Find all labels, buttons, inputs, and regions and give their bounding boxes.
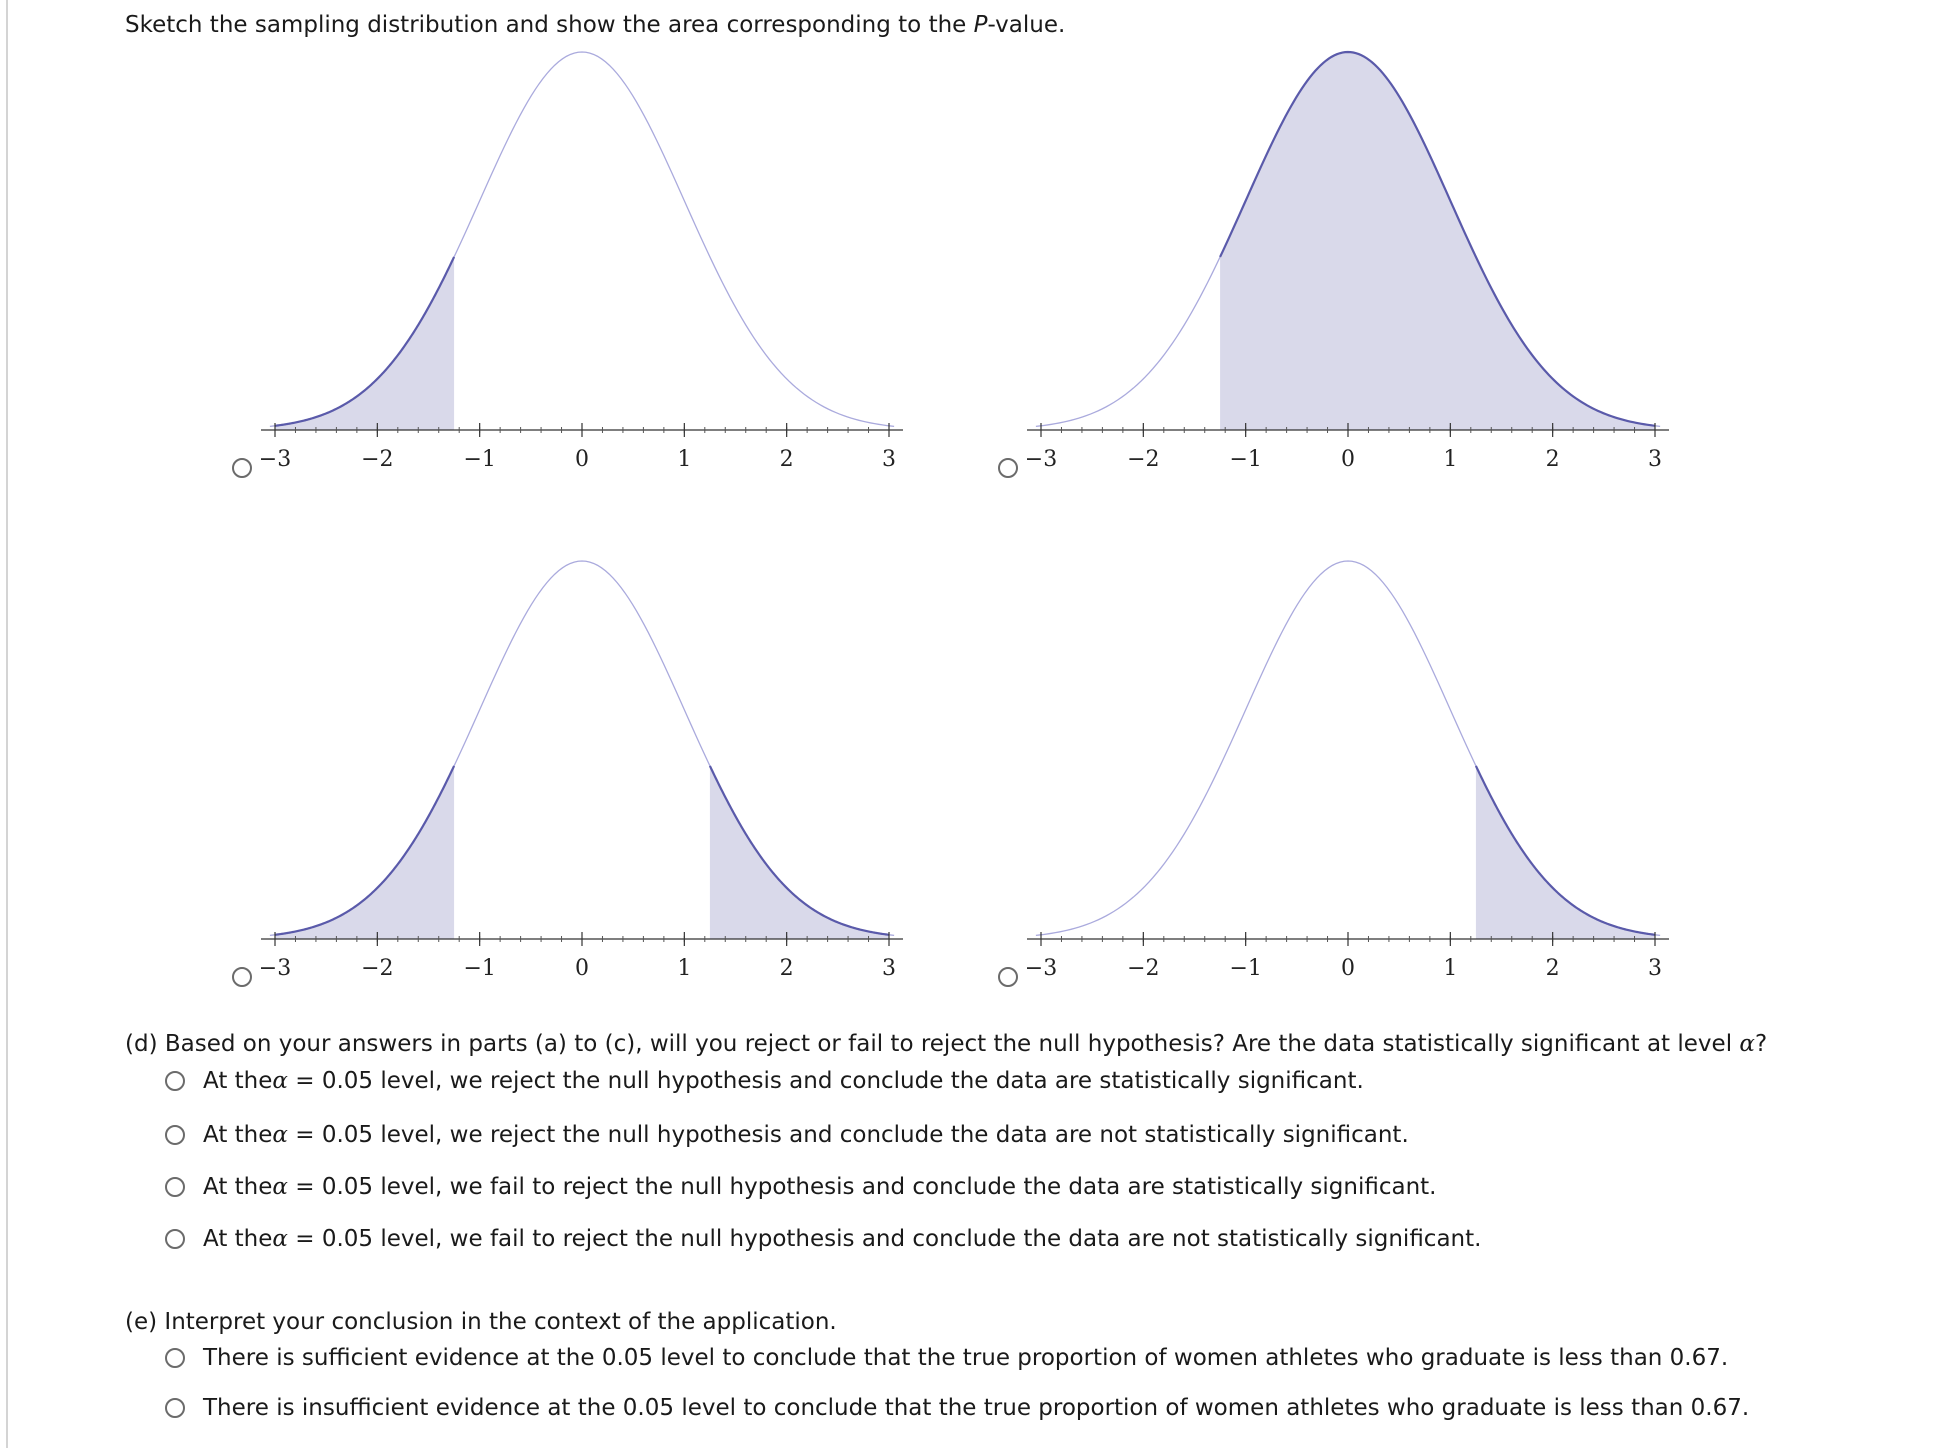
part-d-radio-4[interactable] [165, 1229, 185, 1249]
prompt-p: P [973, 12, 988, 38]
x-tick-label: 3 [1648, 956, 1662, 981]
x-tick-label: 1 [677, 447, 691, 472]
normal-curve-chart-1: −3 −2 −1 0 1 2 3 [259, 51, 903, 472]
option-text: At the [203, 1226, 273, 1252]
x-tick-label: −3 [1025, 956, 1057, 981]
choice-plot-2: −3 −2 −1 0 1 2 3 [998, 40, 1718, 530]
part-d-radio-2[interactable] [165, 1125, 185, 1145]
x-tick-label: −2 [1127, 956, 1159, 981]
choice-plot-3: −3 −2 −1 0 1 2 3 [232, 549, 952, 1039]
option-text: At the [203, 1068, 273, 1094]
part-e-option-2[interactable]: There is insufficient evidence at the 0.… [165, 1395, 1749, 1421]
part-d-alpha: α [1739, 1031, 1755, 1057]
x-tick-label: 2 [1546, 956, 1560, 981]
x-tick-label: 3 [882, 447, 896, 472]
left-border [6, 0, 8, 1448]
option-text: = 0.05 level, we reject the null hypothe… [287, 1068, 1364, 1094]
shaded-region-1 [1475, 765, 1655, 939]
x-tick-label: −3 [259, 447, 291, 472]
prompt-text: Sketch the sampling distribution and sho… [125, 12, 1065, 38]
x-tick-label: 1 [1443, 447, 1457, 472]
option-alpha: α [272, 1174, 288, 1200]
part-d-option-1[interactable]: At the α = 0.05 level, we reject the nul… [165, 1068, 1364, 1094]
shaded-region-1 [275, 765, 455, 939]
x-tick-label: 3 [1648, 447, 1662, 472]
shaded-curve-edge-2 [708, 765, 890, 936]
shaded-curve-edge-1 [1219, 50, 1656, 427]
part-d-option-4[interactable]: At the α = 0.05 level, we fail to reject… [165, 1226, 1481, 1252]
x-tick-label: −2 [1127, 447, 1159, 472]
part-d-option-3[interactable]: At the α = 0.05 level, we fail to reject… [165, 1174, 1436, 1200]
x-tick-label: 1 [677, 956, 691, 981]
density-curve [269, 51, 895, 428]
option-text: = 0.05 level, we fail to reject the null… [287, 1174, 1437, 1200]
part-d-radio-1[interactable] [165, 1071, 185, 1091]
choice-plot-1: −3 −2 −1 0 1 2 3 [232, 40, 952, 530]
x-tick-label: 1 [1443, 956, 1457, 981]
part-e-option-1[interactable]: There is sufficient evidence at the 0.05… [165, 1345, 1728, 1371]
part-d-radio-3[interactable] [165, 1177, 185, 1197]
x-tick-label: 2 [780, 447, 794, 472]
x-tick-label: −1 [463, 447, 495, 472]
option-text: At the [203, 1122, 273, 1148]
option-text: There is insufficient evidence at the 0.… [203, 1395, 1750, 1421]
normal-curve-chart-2: −3 −2 −1 0 1 2 3 [1025, 50, 1669, 472]
part-d-question-text: (d) Based on your answers in parts (a) t… [125, 1031, 1740, 1057]
option-alpha: α [272, 1122, 288, 1148]
choice-plot-4: −3 −2 −1 0 1 2 3 [998, 549, 1718, 1039]
x-tick-label: −1 [463, 956, 495, 981]
x-tick-label: 2 [780, 956, 794, 981]
x-tick-label: 2 [1546, 447, 1560, 472]
shaded-curve-edge-1 [274, 256, 456, 427]
x-tick-label: −1 [1229, 447, 1261, 472]
shaded-region-1 [1220, 52, 1655, 430]
option-text: = 0.05 level, we fail to reject the null… [287, 1226, 1482, 1252]
normal-curve-chart-3: −3 −2 −1 0 1 2 3 [259, 560, 903, 981]
part-d-option-2[interactable]: At the α = 0.05 level, we reject the nul… [165, 1122, 1409, 1148]
part-e-radio-1[interactable] [165, 1348, 185, 1368]
x-tick-label: −3 [259, 956, 291, 981]
part-e-radio-2[interactable] [165, 1398, 185, 1418]
x-tick-label: −2 [361, 447, 393, 472]
choice-radio-4[interactable] [998, 967, 1018, 987]
shaded-region-2 [709, 765, 889, 939]
x-tick-label: −3 [1025, 447, 1057, 472]
shaded-region-1 [275, 256, 455, 430]
shaded-curve-edge-1 [274, 765, 456, 936]
x-tick-label: 0 [575, 447, 589, 472]
x-tick-label: 3 [882, 956, 896, 981]
part-e-question: (e) Interpret your conclusion in the con… [125, 1309, 837, 1335]
choice-radio-3[interactable] [232, 967, 252, 987]
prompt-before: Sketch the sampling distribution and sho… [125, 12, 974, 38]
prompt-after: -value. [987, 12, 1066, 38]
x-tick-label: 0 [575, 956, 589, 981]
choice-radio-2[interactable] [998, 458, 1018, 478]
x-tick-label: −1 [1229, 956, 1261, 981]
density-curve [269, 560, 895, 937]
x-tick-label: 0 [1341, 447, 1355, 472]
option-alpha: α [272, 1226, 288, 1252]
option-text: = 0.05 level, we reject the null hypothe… [287, 1122, 1409, 1148]
option-text: There is sufficient evidence at the 0.05… [203, 1345, 1729, 1371]
part-d-question: (d) Based on your answers in parts (a) t… [125, 1031, 1767, 1057]
choice-radio-1[interactable] [232, 458, 252, 478]
density-curve [1035, 560, 1661, 937]
normal-curve-chart-4: −3 −2 −1 0 1 2 3 [1025, 560, 1669, 981]
x-tick-label: 0 [1341, 956, 1355, 981]
part-d-question-end: ? [1754, 1031, 1768, 1057]
option-text: At the [203, 1174, 273, 1200]
x-tick-label: −2 [361, 956, 393, 981]
shaded-curve-edge-1 [1474, 765, 1656, 936]
option-alpha: α [272, 1068, 288, 1094]
